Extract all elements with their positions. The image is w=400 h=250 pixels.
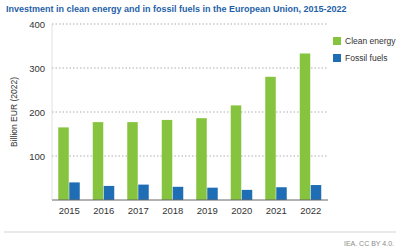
grid-line	[52, 68, 328, 69]
bar	[93, 122, 104, 200]
x-tick-label: 2019	[197, 205, 218, 216]
bar	[104, 186, 115, 200]
legend-swatch	[333, 54, 341, 62]
bar	[58, 127, 69, 200]
x-tick-label: 2015	[59, 205, 80, 216]
bar	[196, 118, 207, 200]
bar	[207, 188, 218, 200]
y-tick-label: 100	[29, 151, 45, 162]
y-axis-line	[52, 24, 53, 200]
bar	[265, 77, 276, 200]
title: Investment in clean energy and in fossil…	[6, 4, 347, 14]
bar	[173, 187, 184, 200]
footer-rule	[4, 232, 396, 233]
bars	[58, 53, 321, 200]
bar	[138, 185, 149, 200]
x-tick-label: 2020	[231, 205, 252, 216]
y-axis-label: Billion EUR (2022)	[9, 77, 19, 147]
bar	[300, 53, 311, 200]
y-tick-label: 400	[29, 19, 45, 30]
bar	[231, 105, 242, 200]
bar	[276, 187, 287, 200]
source: IEA. CC BY 4.0.	[344, 240, 394, 247]
x-tick-label: 2021	[266, 205, 287, 216]
y-tick-label: 200	[29, 107, 45, 118]
grid-line	[52, 112, 328, 113]
x-axis-line	[52, 200, 328, 201]
legend-label: Clean energy	[345, 36, 396, 46]
bar	[127, 122, 138, 200]
grid-line	[52, 24, 328, 25]
x-tick-label: 2016	[93, 205, 114, 216]
x-tick-label: 2018	[162, 205, 183, 216]
legend-label: Fossil fuels	[345, 53, 388, 63]
legend-swatch	[333, 37, 341, 45]
y-tick-label: 300	[29, 63, 45, 74]
x-tick-label: 2022	[300, 205, 321, 216]
bar	[69, 182, 80, 200]
x-tick-label: 2017	[128, 205, 149, 216]
bar	[242, 190, 253, 200]
bar	[311, 185, 322, 200]
chart: Investment in clean energy and in fossil…	[0, 0, 400, 250]
bar	[162, 120, 173, 200]
